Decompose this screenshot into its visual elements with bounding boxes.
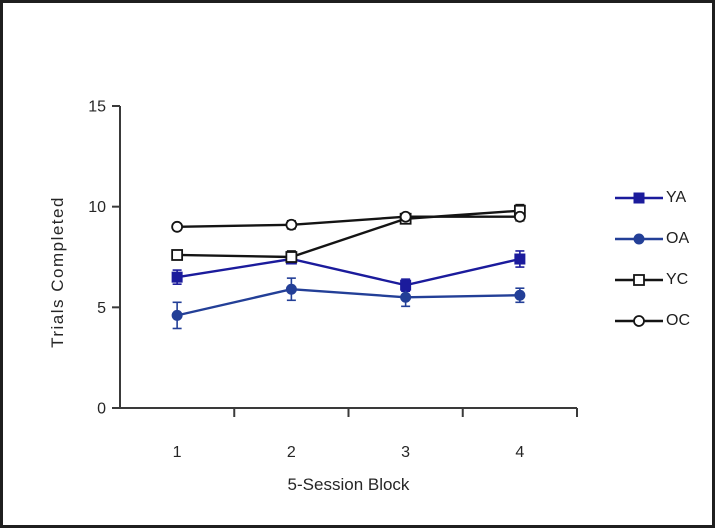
series-OC-marker	[172, 222, 182, 232]
legend-YC-marker-icon	[634, 275, 644, 285]
y-tick-label: 5	[97, 300, 106, 317]
legend-OA-marker-icon	[634, 234, 645, 245]
series-YA-marker	[400, 280, 411, 291]
series-OC-marker	[401, 212, 411, 222]
legend-item-ya: YA	[615, 190, 690, 206]
series-YA-marker	[172, 272, 183, 283]
x-tick-label: 1	[173, 444, 182, 461]
series-OA-marker	[400, 292, 411, 303]
y-tick-label: 0	[97, 401, 106, 418]
x-axis-title: 5-Session Block	[120, 475, 577, 495]
series-OA-line	[177, 289, 520, 315]
filled-circle-line-icon	[615, 232, 663, 246]
series-OC-line	[177, 217, 520, 227]
chart-canvas: 0 5 10 15 1 2 3 4	[3, 3, 712, 525]
series-YA-marker	[514, 254, 525, 265]
x-tick-label: 2	[287, 444, 296, 461]
series-OC-marker	[515, 212, 525, 222]
series-OA-marker	[286, 284, 297, 295]
legend-label-oc: OC	[666, 313, 690, 329]
legend-item-yc: YC	[615, 272, 690, 288]
open-square-line-icon	[615, 273, 663, 287]
legend-item-oa: OA	[615, 231, 690, 247]
legend-item-oc: OC	[615, 313, 690, 329]
filled-square-line-icon	[615, 191, 663, 205]
y-axis-title: Trials Completed	[48, 196, 68, 348]
x-tick-label: 4	[515, 444, 524, 461]
legend-YA-marker-icon	[634, 193, 645, 204]
x-tick-label: 3	[401, 444, 410, 461]
series-OA-marker	[514, 290, 525, 301]
series-YA-line	[177, 259, 520, 285]
y-tick-label: 15	[88, 99, 106, 116]
legend-OC-marker-icon	[634, 316, 644, 326]
series-OC-marker	[286, 220, 296, 230]
series-YC-marker	[172, 250, 182, 260]
y-tick-label: 10	[88, 199, 106, 216]
legend-label-yc: YC	[666, 272, 688, 288]
legend: YA OA YC OC	[615, 190, 690, 329]
legend-label-ya: YA	[666, 190, 686, 206]
series-YC-marker	[286, 252, 296, 262]
legend-label-oa: OA	[666, 231, 689, 247]
figure-frame: 0 5 10 15 1 2 3 4 Trials Completed 5-Session Bl…	[0, 0, 715, 528]
open-circle-line-icon	[615, 314, 663, 328]
series-OA-marker	[172, 310, 183, 321]
